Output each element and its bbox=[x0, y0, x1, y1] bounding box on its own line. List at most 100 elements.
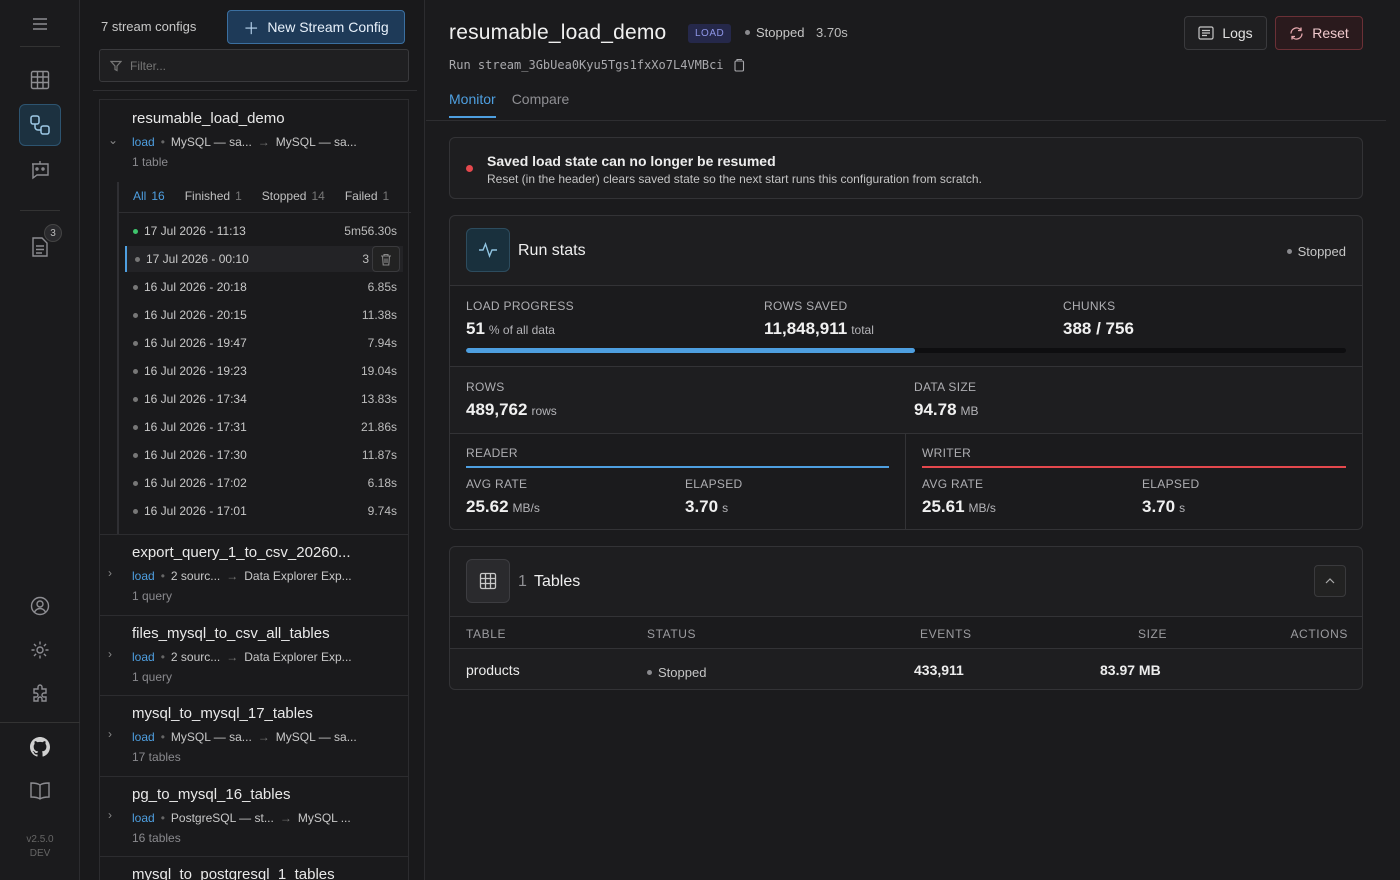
run-status-dot bbox=[133, 312, 138, 318]
run-time: 16 Jul 2026 - 17:30 bbox=[144, 448, 247, 462]
config-meta: load • PostgreSQL — st... → MySQL ... bbox=[132, 811, 351, 825]
table-row-status-text: Stopped bbox=[658, 665, 707, 680]
icon-rail: 3 v2.5.0 DEV bbox=[0, 0, 80, 880]
run-item[interactable]: 16 Jul 2026 - 17:02 6.18s bbox=[125, 470, 403, 496]
data-size-value: 94.78 MB bbox=[914, 400, 979, 420]
run-filter-failed[interactable]: Failed 1 bbox=[345, 189, 389, 203]
notification-badge: 3 bbox=[44, 224, 62, 242]
copy-icon[interactable] bbox=[732, 58, 745, 72]
config-meta: load • 2 sourc... → Data Explorer Exp... bbox=[132, 650, 352, 664]
config-card[interactable]: mysql_to_postgresql_1_tables bbox=[99, 856, 409, 880]
table-header: TABLE STATUS EVENTS SIZE ACTIONS bbox=[450, 616, 1362, 649]
rows-row: ROWS 489,762 rows DATA SIZE 94.78 MB bbox=[450, 366, 1362, 433]
chevron-right-icon[interactable]: › bbox=[108, 566, 112, 580]
rows-value: 489,762 rows bbox=[466, 400, 557, 420]
gear-icon[interactable] bbox=[19, 629, 61, 671]
run-item[interactable]: 16 Jul 2026 - 17:01 9.74s bbox=[125, 498, 403, 524]
writer-label: WRITER bbox=[922, 446, 972, 460]
run-time: 16 Jul 2026 - 17:34 bbox=[144, 392, 247, 406]
config-card[interactable]: resumable_load_demo load • MySQL — sa...… bbox=[99, 99, 411, 534]
config-card[interactable]: files_mysql_to_csv_all_tables › load • 2… bbox=[99, 615, 409, 695]
run-item[interactable]: 16 Jul 2026 - 20:18 6.85s bbox=[125, 274, 403, 300]
config-card[interactable]: export_query_1_to_csv_20260... › load • … bbox=[99, 534, 409, 615]
col-status[interactable]: STATUS bbox=[647, 627, 697, 641]
config-kind: load bbox=[132, 135, 155, 149]
stream-config-list: 7 stream configs ＋ New Stream Config res… bbox=[80, 0, 425, 880]
run-filter-label: Stopped bbox=[261, 189, 307, 203]
run-item[interactable]: 16 Jul 2026 - 17:30 11.87s bbox=[125, 442, 403, 468]
run-item[interactable]: 16 Jul 2026 - 20:15 11.38s bbox=[125, 302, 403, 328]
tab-compare[interactable]: Compare bbox=[511, 91, 570, 107]
config-card[interactable]: mysql_to_mysql_17_tables › load • MySQL … bbox=[99, 695, 409, 776]
reader-label: READER bbox=[466, 446, 518, 460]
run-item[interactable]: 16 Jul 2026 - 19:47 7.94s bbox=[125, 330, 403, 356]
config-card[interactable]: pg_to_mysql_16_tables › load • PostgreSQ… bbox=[99, 776, 409, 856]
github-icon[interactable] bbox=[19, 726, 61, 768]
col-size[interactable]: SIZE bbox=[1138, 627, 1168, 641]
chevron-down-icon[interactable]: ⌄ bbox=[108, 133, 119, 147]
new-stream-config-button[interactable]: ＋ New Stream Config bbox=[227, 10, 405, 44]
bot-icon[interactable] bbox=[19, 149, 61, 191]
config-name: mysql_to_mysql_17_tables bbox=[132, 705, 313, 722]
status-dot bbox=[745, 30, 750, 35]
user-icon[interactable] bbox=[19, 585, 61, 627]
plugin-icon[interactable] bbox=[19, 673, 61, 715]
run-item[interactable]: 16 Jul 2026 - 17:34 13.83s bbox=[125, 386, 403, 412]
menu-icon[interactable] bbox=[19, 3, 61, 45]
run-filter-all[interactable]: All 16 bbox=[133, 189, 165, 203]
tables-panel: 1 Tables TABLE STATUS EVENTS SIZE ACTION… bbox=[449, 546, 1363, 690]
run-history: All 16 Finished 1 Stopped 14 Failed 1 17 Jul… bbox=[117, 182, 411, 534]
book-icon[interactable] bbox=[19, 770, 61, 812]
alert-dot bbox=[466, 165, 473, 172]
reset-button[interactable]: Reset bbox=[1275, 16, 1363, 50]
config-source: MySQL — sa... bbox=[170, 135, 252, 149]
rows-unit: rows bbox=[531, 404, 557, 418]
chevron-right-icon[interactable]: › bbox=[108, 727, 112, 741]
tabs: Monitor Compare bbox=[449, 91, 569, 118]
streams-icon[interactable] bbox=[19, 104, 61, 146]
run-item[interactable]: 16 Jul 2026 - 17:31 21.86s bbox=[125, 414, 403, 440]
writer-elapsed-label: ELAPSED bbox=[1142, 477, 1200, 491]
dot-separator: • bbox=[160, 730, 165, 744]
run-status-dot bbox=[133, 396, 138, 402]
filter-field[interactable] bbox=[99, 49, 409, 82]
new-stream-config-label: New Stream Config bbox=[267, 19, 389, 35]
config-name: mysql_to_postgresql_1_tables bbox=[132, 866, 335, 880]
run-filter-finished[interactable]: Finished 1 bbox=[185, 189, 242, 203]
chevron-right-icon[interactable]: › bbox=[108, 647, 112, 661]
run-time: 16 Jul 2026 - 19:47 bbox=[144, 336, 247, 350]
trash-icon[interactable] bbox=[372, 246, 400, 272]
load-progress-label: LOAD PROGRESS bbox=[466, 299, 574, 313]
load-progress-value: 51% of all data bbox=[466, 319, 555, 339]
col-table[interactable]: TABLE bbox=[466, 627, 507, 641]
config-kind: load bbox=[132, 730, 155, 744]
run-duration: 9.74s bbox=[367, 504, 397, 518]
table-row-name[interactable]: products bbox=[466, 662, 520, 678]
chevron-up-icon[interactable] bbox=[1314, 565, 1346, 597]
document-icon[interactable] bbox=[19, 226, 61, 268]
table-icon[interactable] bbox=[19, 59, 61, 101]
load-tag: LOAD bbox=[688, 24, 732, 43]
run-duration: 19.04s bbox=[360, 364, 397, 378]
run-item[interactable]: 16 Jul 2026 - 19:23 19.04s bbox=[125, 358, 403, 384]
col-events[interactable]: EVENTS bbox=[920, 627, 972, 641]
tab-monitor[interactable]: Monitor bbox=[449, 91, 496, 118]
run-item[interactable]: 17 Jul 2026 - 11:13 5m56.30s bbox=[125, 218, 403, 244]
run-time: 16 Jul 2026 - 17:02 bbox=[144, 476, 247, 490]
run-stats-title: Run stats bbox=[518, 242, 586, 259]
arrow-right-icon: → bbox=[279, 811, 292, 825]
filter-input[interactable] bbox=[130, 58, 390, 73]
run-filter-label: All bbox=[133, 189, 147, 203]
logs-button[interactable]: Logs bbox=[1184, 16, 1267, 50]
run-filter-stopped[interactable]: Stopped 14 bbox=[262, 189, 325, 203]
header-status-text: Stopped bbox=[756, 25, 805, 40]
rows-saved-number: 11,848,911 bbox=[764, 319, 848, 338]
run-item-selected[interactable]: 17 Jul 2026 - 00:10 3 bbox=[125, 246, 403, 272]
run-duration: 21.86s bbox=[360, 420, 397, 434]
run-duration: 7.94s bbox=[367, 336, 397, 350]
chevron-right-icon[interactable]: › bbox=[108, 808, 112, 822]
dot-separator: • bbox=[160, 135, 165, 149]
reader-elapsed-value: 3.70 s bbox=[685, 497, 728, 517]
header-duration: 3.70s bbox=[816, 25, 848, 40]
run-status-dot bbox=[135, 256, 140, 262]
